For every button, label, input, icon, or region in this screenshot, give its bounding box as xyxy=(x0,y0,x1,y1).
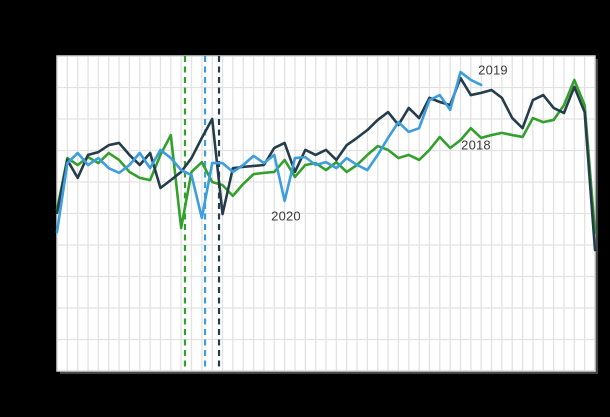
line-2018 xyxy=(55,78,597,235)
series-label-2018: 2018 xyxy=(461,137,491,153)
line-2020 xyxy=(55,70,483,234)
grid xyxy=(57,56,595,371)
line-2019 xyxy=(55,76,597,252)
series-label-2020: 2020 xyxy=(271,208,301,224)
series-label-2019: 2019 xyxy=(478,62,508,78)
